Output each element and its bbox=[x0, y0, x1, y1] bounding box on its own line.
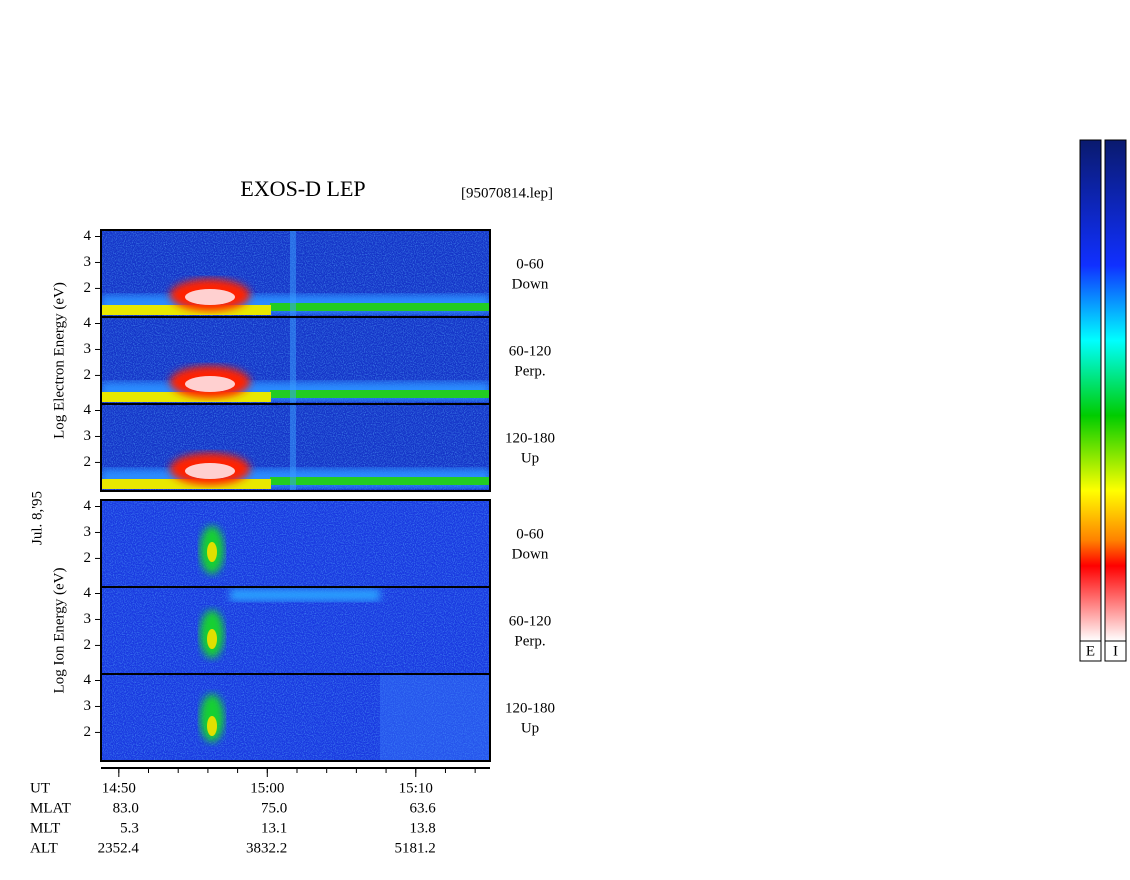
spectrogram-image bbox=[101, 230, 490, 317]
panel-label: 0-60 bbox=[516, 526, 544, 542]
file-name: [95070814.lep] bbox=[461, 185, 553, 201]
date-label: Jul. 8,'95 bbox=[29, 491, 45, 545]
panel-label: 60-120 bbox=[509, 343, 552, 359]
panel-sublabel: Perp. bbox=[514, 633, 545, 649]
spectrogram-image bbox=[101, 587, 490, 674]
ephemeris-label: MLAT bbox=[30, 800, 71, 816]
y-tick-label: 2 bbox=[84, 454, 92, 470]
x-axis-label: UT bbox=[30, 780, 50, 796]
y-tick-label: 3 bbox=[84, 524, 92, 540]
ephemeris-value: 3832.2 bbox=[246, 840, 287, 856]
speckle bbox=[101, 674, 490, 761]
y-tick-label: 4 bbox=[84, 402, 92, 418]
x-tick-label: 14:50 bbox=[102, 780, 136, 796]
band bbox=[270, 390, 490, 398]
band bbox=[230, 589, 380, 601]
y-tick-label: 3 bbox=[84, 611, 92, 627]
ephemeris-value: 83.0 bbox=[113, 800, 139, 816]
y-tick-label: 2 bbox=[84, 550, 92, 566]
blob bbox=[207, 716, 217, 736]
speckle bbox=[101, 587, 490, 674]
band bbox=[101, 305, 271, 315]
ephemeris-label: ALT bbox=[30, 840, 58, 856]
y-tick-label: 4 bbox=[84, 228, 92, 244]
ephemeris-value: 2352.4 bbox=[98, 840, 140, 856]
y-tick-label: 3 bbox=[84, 428, 92, 444]
ephemeris-label: MLT bbox=[30, 820, 60, 836]
y-tick-label: 2 bbox=[84, 367, 92, 383]
panel-sublabel: Down bbox=[512, 546, 549, 562]
y-tick-label: 4 bbox=[84, 672, 92, 688]
panel-sublabel: Up bbox=[521, 720, 539, 736]
band bbox=[101, 479, 271, 489]
panel-label: 120-180 bbox=[505, 430, 555, 446]
y-axis-label: Log Electron Energy (eV) bbox=[51, 282, 67, 439]
hot bbox=[185, 289, 235, 305]
panel-sublabel: Down bbox=[512, 276, 549, 292]
y-tick-label: 3 bbox=[84, 254, 92, 270]
ephemeris-value: 63.6 bbox=[410, 800, 437, 816]
y-tick-label: 2 bbox=[84, 637, 92, 653]
y-axis-label: Log Ion Energy (eV) bbox=[51, 568, 67, 694]
y-tick-label: 2 bbox=[84, 724, 92, 740]
colorbar bbox=[1104, 139, 1127, 642]
x-tick-label: 15:00 bbox=[250, 780, 284, 796]
blob bbox=[207, 542, 217, 562]
panel-sublabel: Up bbox=[521, 450, 539, 466]
colorbar-label: E bbox=[1086, 643, 1095, 659]
hot bbox=[185, 376, 235, 392]
panel-frame bbox=[100, 403, 491, 492]
y-tick-label: 3 bbox=[84, 698, 92, 714]
y-tick-label: 2 bbox=[84, 280, 92, 296]
title: EXOS-D LEP bbox=[240, 176, 365, 201]
band bbox=[101, 392, 271, 402]
hot bbox=[185, 463, 235, 479]
speckle bbox=[101, 500, 490, 587]
colorbar bbox=[1079, 139, 1102, 642]
y-tick-label: 3 bbox=[84, 341, 92, 357]
spectrogram-image bbox=[101, 674, 490, 761]
panel-frame bbox=[100, 673, 491, 762]
ephemeris-value: 75.0 bbox=[261, 800, 287, 816]
ephemeris-value: 13.8 bbox=[410, 820, 436, 836]
spike bbox=[290, 404, 296, 491]
x-tick-label: 15:10 bbox=[399, 780, 433, 796]
colorbars: E I bbox=[1079, 139, 1127, 662]
band bbox=[380, 674, 490, 761]
ephemeris-value: 5181.2 bbox=[395, 840, 436, 856]
spectrogram-image bbox=[101, 317, 490, 404]
y-tick-label: 4 bbox=[84, 315, 92, 331]
spike bbox=[290, 230, 296, 317]
y-tick-label: 4 bbox=[84, 498, 92, 514]
colorbar-label-box bbox=[1079, 640, 1102, 662]
band bbox=[270, 477, 490, 485]
colorbar-label-box bbox=[1104, 640, 1127, 662]
panel-label: 120-180 bbox=[505, 700, 555, 716]
panel-label: 60-120 bbox=[509, 613, 552, 629]
spike bbox=[290, 317, 296, 404]
panel-label: 0-60 bbox=[516, 256, 544, 272]
band bbox=[270, 303, 490, 311]
y-tick-label: 4 bbox=[84, 585, 92, 601]
colorbar-label: I bbox=[1113, 643, 1118, 659]
ephemeris-value: 13.1 bbox=[261, 820, 287, 836]
ephemeris-value: 5.3 bbox=[120, 820, 139, 836]
panel-sublabel: Perp. bbox=[514, 363, 545, 379]
blob bbox=[207, 629, 217, 649]
spectrogram-image bbox=[101, 404, 490, 491]
spectrogram-image bbox=[101, 500, 490, 587]
